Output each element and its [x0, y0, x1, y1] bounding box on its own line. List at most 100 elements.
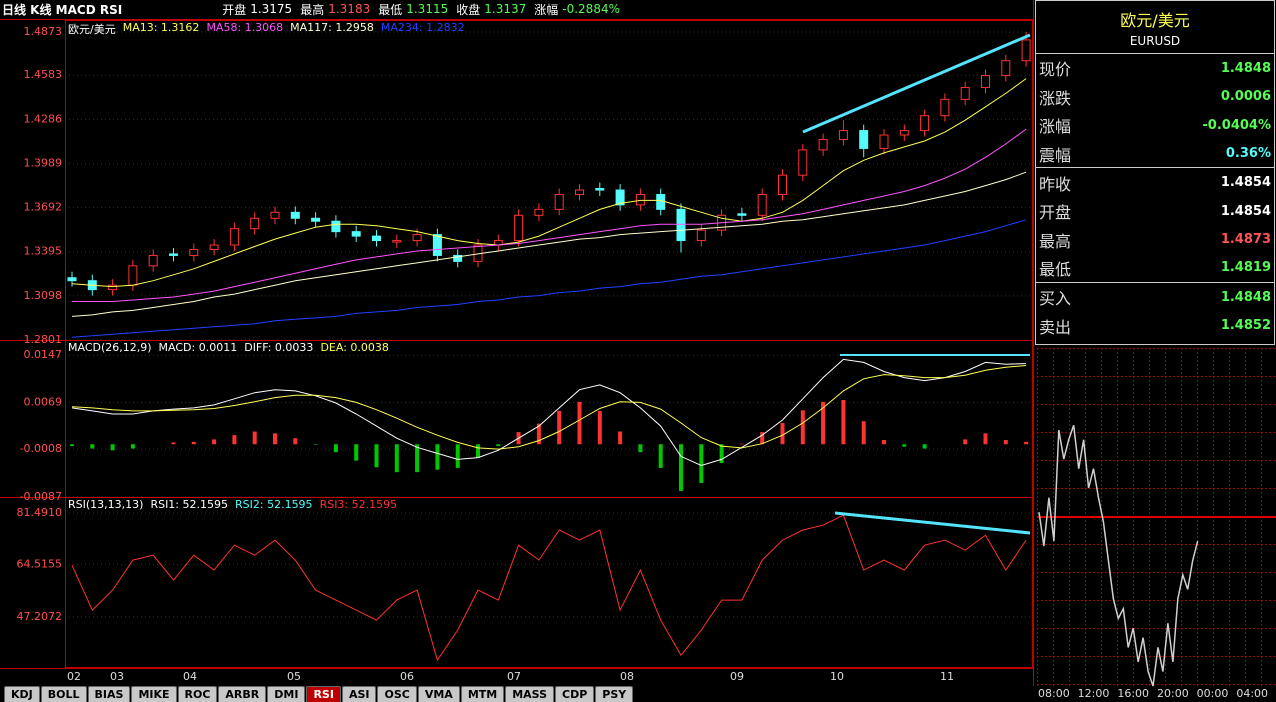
macd-bar [638, 444, 643, 453]
macd-bar [90, 444, 95, 449]
tab[interactable]: VMA [417, 686, 460, 702]
tab[interactable]: CDP [555, 686, 595, 702]
tab[interactable]: KDJ [4, 686, 40, 702]
legend-entry: DIFF: 0.0033 [244, 341, 314, 354]
legend-entry: MA13: 1.3162 [122, 21, 200, 34]
quote-row: 昨收 1.4854 [1036, 168, 1274, 197]
candle-body [392, 240, 402, 243]
candle-body [250, 217, 260, 230]
candle-body [696, 229, 706, 242]
header: 日线 K线 MACD RSI 开盘 1.3175 最高 1.3183 最低 1.3115 收… [0, 0, 1033, 18]
quote-label: 买入 [1039, 289, 1072, 309]
candle-body [635, 193, 645, 206]
indicator-tabs: KDJ BOLL BIAS MIKE ROC ARBR DMI RSI ASI OSC VMA MTM… [4, 686, 634, 702]
x-tick-label: 03 [110, 670, 124, 683]
candle-body [372, 235, 381, 242]
tab[interactable]: MASS [505, 686, 555, 702]
macd-bar [70, 444, 74, 447]
macd-bar [232, 435, 237, 445]
header-title: 日线 K线 MACD RSI [2, 2, 123, 17]
macd-bar [191, 441, 196, 445]
macd-bar [821, 401, 826, 445]
series-line [71, 219, 1027, 338]
candle-body [270, 211, 280, 219]
candle-body [67, 277, 77, 282]
macd-bar [902, 444, 907, 447]
macd-bar [1024, 441, 1029, 445]
legend-entry: MA234: 1.2832 [380, 21, 465, 34]
quote-value: 1.4848 [1220, 289, 1271, 305]
macd-bar [699, 444, 704, 484]
legend-entry: MA117: 1.2958 [290, 21, 374, 34]
header-label: 涨幅 [534, 2, 559, 17]
macd-bar [597, 410, 602, 445]
header-label: 最低 [378, 2, 403, 17]
y-tick-label: 1.3395 [24, 245, 63, 258]
tab[interactable]: MIKE [131, 686, 177, 702]
candle-body [432, 234, 442, 256]
macd-bar [455, 444, 460, 468]
tab[interactable]: ARBR [218, 686, 267, 702]
trend-line [834, 511, 1031, 535]
x-tick-label: 08 [620, 670, 634, 683]
candle-body [412, 234, 422, 242]
macd-bar [212, 439, 217, 445]
x-tick-label: 04:00 [1236, 687, 1268, 700]
header-value: 1.3183 [328, 2, 371, 16]
candle-body [290, 211, 300, 219]
quote-title: 欧元/美元 [1120, 11, 1190, 30]
header-label: 收盘 [456, 2, 481, 17]
macd-bar [1003, 440, 1008, 445]
macd-bar [293, 438, 298, 445]
y-tick-label: -0.0087 [20, 490, 62, 503]
legend-entry: RSI3: 52.1595 [319, 498, 398, 511]
quote-label: 开盘 [1039, 203, 1072, 223]
candle-body [575, 189, 584, 195]
tab[interactable]: DMI [267, 686, 306, 702]
quote-value: 1.4852 [1220, 318, 1271, 334]
macd-bar [658, 444, 663, 468]
macd-bar [252, 431, 257, 445]
y-tick-label: 64.5155 [17, 558, 63, 571]
tab[interactable]: MTM [460, 686, 505, 702]
x-tick-label: 09 [730, 670, 744, 683]
macd-bar [963, 439, 968, 445]
quote-value: 1.4854 [1220, 203, 1271, 219]
candle-body [209, 244, 219, 250]
quote-label: 涨幅 [1039, 117, 1072, 137]
plot-frame [65, 20, 1033, 668]
macd-bar [476, 444, 480, 458]
candle-body [1001, 60, 1011, 77]
quote-label: 昨收 [1039, 174, 1072, 194]
candle-body [798, 149, 808, 176]
macd-bar [354, 444, 359, 461]
candle-body [818, 138, 828, 151]
macd-bar [780, 423, 785, 445]
quote-row: 最低 1.4819 [1036, 254, 1274, 283]
tab[interactable]: ROC [177, 686, 218, 702]
quote-value: 1.4819 [1220, 260, 1271, 276]
x-tick-label: 00:00 [1197, 687, 1229, 700]
macd-bar [374, 444, 379, 468]
tab[interactable]: OSC [377, 686, 417, 702]
tab[interactable]: BOLL [40, 686, 87, 702]
tab[interactable]: RSI [306, 686, 341, 702]
candle-body [169, 253, 178, 256]
quote-value: -0.0404% [1202, 117, 1271, 133]
quote-value: 0.36% [1225, 146, 1271, 162]
y-tick-label: 1.3692 [24, 201, 63, 214]
series-line [71, 171, 1027, 317]
macd-bar [313, 444, 318, 445]
tab[interactable]: BIAS [87, 686, 131, 702]
series-line [72, 128, 1027, 302]
candle-body [554, 193, 564, 210]
macd-bar [496, 444, 501, 447]
tab[interactable]: ASI [341, 686, 377, 702]
series-line [71, 78, 1027, 288]
quote-row: 卖出 1.4852 [1036, 311, 1274, 340]
macd-bar [130, 444, 135, 449]
trend-line [802, 33, 1031, 134]
tab[interactable]: PSY [595, 686, 634, 702]
macd-bar [536, 423, 541, 445]
